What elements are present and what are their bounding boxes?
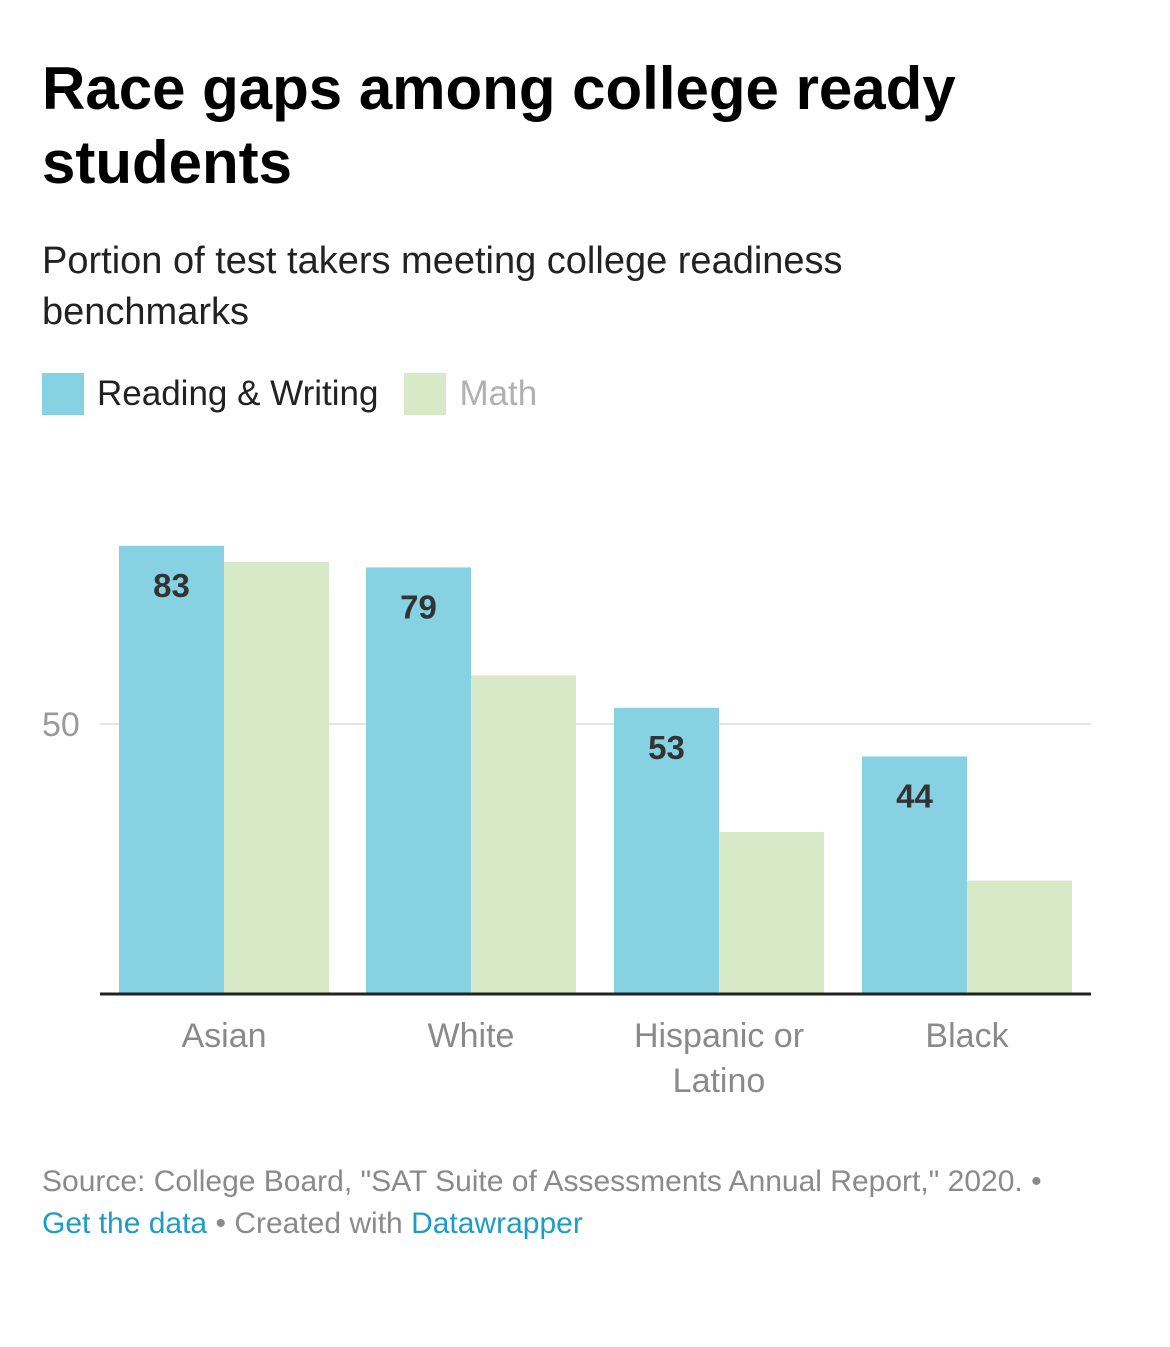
x-category-label: Hispanic or xyxy=(634,1017,804,1055)
bar xyxy=(967,880,1072,994)
chart-subtitle: Portion of test takers meeting college r… xyxy=(42,240,843,333)
legend-item-math[interactable]: Math xyxy=(404,372,537,416)
separator: • xyxy=(207,1207,235,1240)
legend-label-reading-writing: Reading & Writing xyxy=(97,374,379,413)
bar-value-label: 53 xyxy=(648,729,685,766)
x-category-label: Asian xyxy=(181,1017,266,1055)
y-tick-label: 50 xyxy=(42,706,80,744)
x-category-label: White xyxy=(428,1017,515,1055)
bar-chart: 50 83 79 53 44 Asian White Hispanic or Latino Bla… xyxy=(42,545,1091,1100)
bar xyxy=(224,562,329,994)
legend-swatch-reading-writing xyxy=(42,373,84,415)
get-the-data-link[interactable]: Get the data xyxy=(42,1207,208,1240)
created-with-text: Created with xyxy=(234,1207,412,1240)
legend-swatch-math xyxy=(404,373,447,415)
legend: Reading & Writing Math xyxy=(42,372,563,416)
x-category-label: Latino xyxy=(673,1062,766,1100)
datawrapper-link[interactable]: Datawrapper xyxy=(411,1207,583,1240)
bar-value-label: 79 xyxy=(400,588,437,625)
bar xyxy=(862,756,967,994)
bar-value-label: 44 xyxy=(896,777,933,814)
source-text: Source: College Board, "SAT Suite of Ass… xyxy=(42,1165,1023,1198)
x-category-label: Black xyxy=(925,1017,1009,1055)
bar xyxy=(366,567,471,994)
bar xyxy=(119,545,224,994)
separator: • xyxy=(1022,1165,1042,1198)
bar xyxy=(471,675,576,994)
footer: Source: College Board, "SAT Suite of Ass… xyxy=(42,1161,1042,1245)
bar-value-label: 83 xyxy=(153,567,190,604)
bar xyxy=(719,832,824,994)
bar xyxy=(614,707,719,994)
chart-title: Race gaps among college ready students xyxy=(42,55,956,196)
legend-label-math: Math xyxy=(459,374,538,413)
legend-item-reading-writing[interactable]: Reading & Writing xyxy=(42,372,378,416)
